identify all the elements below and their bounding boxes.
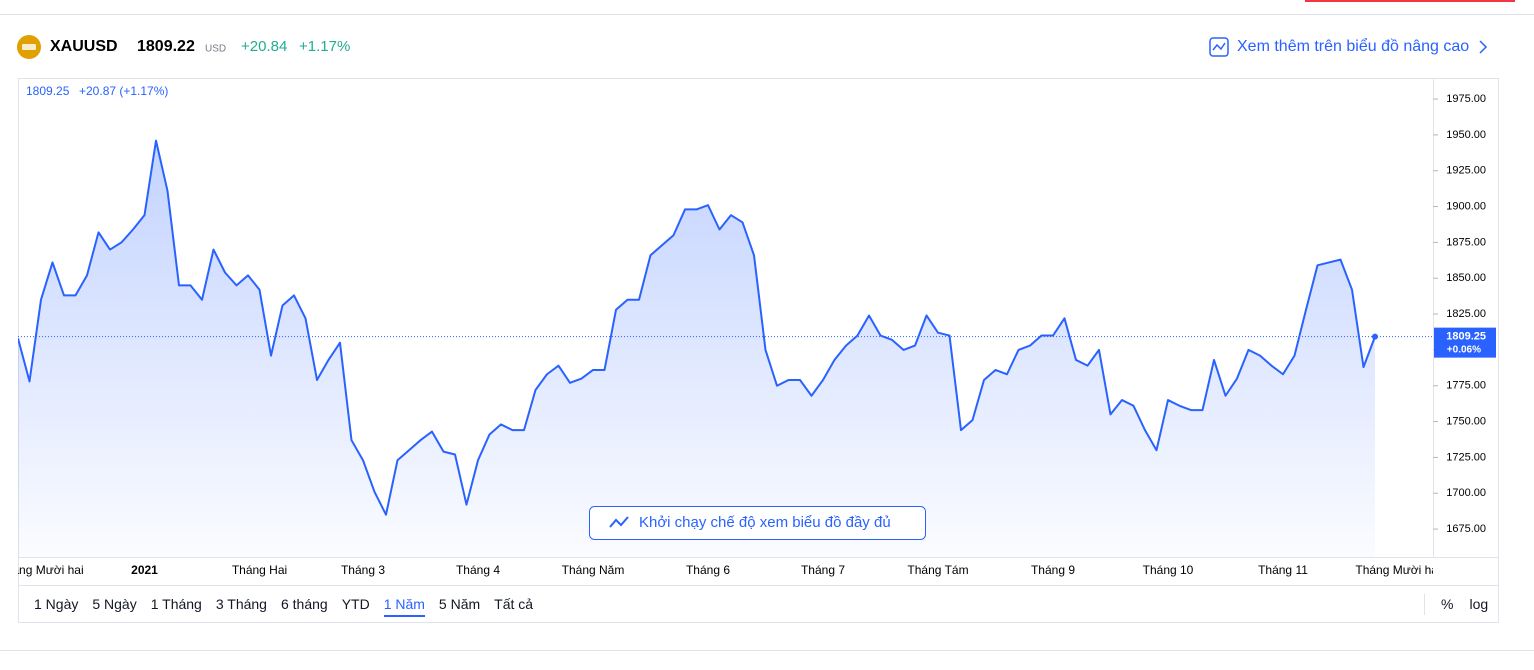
range-button[interactable]: 3 Tháng	[215, 596, 267, 612]
range-button[interactable]: 5 Ngày	[92, 596, 137, 612]
x-tick-label: 2021	[131, 563, 158, 577]
y-tick-label: 1975.00	[1446, 93, 1486, 105]
scale-toggles: % log	[1424, 594, 1488, 615]
button-icon	[609, 516, 629, 528]
range-button[interactable]: 6 tháng	[280, 596, 328, 612]
link-chevron	[1479, 40, 1488, 54]
scale-toggle[interactable]: %	[1424, 594, 1453, 615]
range-button[interactable]: 1 Tháng	[150, 596, 202, 612]
range-button[interactable]: 5 Năm	[438, 596, 481, 612]
last-price-label: 1809.25	[1446, 331, 1486, 343]
advanced-link[interactable]: Xem thêm trên biểu đồ nâng cao	[1237, 37, 1469, 55]
y-tick-label: 1750.00	[1446, 415, 1486, 427]
x-tick-label: Tháng Tám	[907, 563, 968, 577]
x-tick-label: Tháng Hai	[232, 563, 287, 577]
x-tick-label: Tháng Năm	[562, 563, 625, 577]
y-tick-label: 1675.00	[1446, 523, 1486, 535]
top-accent	[1305, 0, 1515, 2]
y-tick-label: 1900.00	[1446, 200, 1486, 212]
legend-price: 1809.25	[26, 84, 70, 98]
x-tick-label: Tháng 4	[456, 563, 500, 577]
y-tick-label: 1950.00	[1446, 129, 1486, 141]
change-pct: +1.17%	[299, 38, 350, 55]
x-tick-label: Tháng 10	[1143, 563, 1194, 577]
fullscreen-label[interactable]: Khởi chạy chế độ xem biểu đồ đầy đủ	[639, 514, 891, 531]
scale-toggle[interactable]: log	[1469, 596, 1489, 612]
change: +20.84	[241, 38, 287, 55]
symbol: XAUUSD	[50, 38, 118, 55]
x-tick-label: Tháng 7	[801, 563, 845, 577]
x-tick-label: Tháng 9	[1031, 563, 1075, 577]
range-button[interactable]: 1 Năm	[383, 594, 425, 617]
last-price-box	[1434, 327, 1496, 358]
y-tick-label: 1725.00	[1446, 451, 1486, 463]
y-tick-label: 1875.00	[1446, 236, 1486, 248]
area-fill	[18, 140, 1375, 557]
range-button[interactable]: YTD	[341, 596, 370, 612]
y-tick-label: 1700.00	[1446, 487, 1486, 499]
x-tick-label: Tháng 3	[341, 563, 385, 577]
y-tick-label: 1825.00	[1446, 308, 1486, 320]
range-button[interactable]: Tất cả	[494, 596, 534, 612]
link-icon-line	[1212, 42, 1226, 51]
y-axis: 1675.001700.001725.001750.001775.001800.…	[1433, 93, 1496, 535]
range-button[interactable]: 1 Ngày	[34, 596, 79, 612]
x-tick-label: Tháng Mười hai	[0, 563, 84, 577]
y-tick-label: 1775.00	[1446, 380, 1486, 392]
price-line	[18, 139, 1376, 516]
x-tick-label: Tháng Mười hai	[1355, 563, 1440, 577]
y-tick-label: 1850.00	[1446, 272, 1486, 284]
fullscreen-button[interactable]	[589, 506, 926, 540]
x-tick-label: Tháng 6	[686, 563, 730, 577]
last-change-label: +0.06%	[1447, 344, 1481, 355]
range-bar: 1 Ngày 5 Ngày 1 Tháng 3 Tháng 6 tháng YTD 1 Nă…	[34, 594, 533, 617]
symbol-icon-bar	[22, 44, 36, 50]
currency: USD	[205, 44, 226, 55]
plot	[18, 139, 1433, 557]
link-icon[interactable]	[1209, 37, 1229, 57]
x-tick-label: Tháng 11	[1258, 563, 1308, 577]
legend-change: +20.87 (+1.17%)	[79, 84, 168, 98]
price: 1809.22	[137, 38, 195, 55]
x-axis: Tháng Mười hai 2021 Tháng Hai Tháng 3 Tháng …	[0, 563, 1440, 577]
y-tick-label: 1925.00	[1446, 165, 1486, 177]
